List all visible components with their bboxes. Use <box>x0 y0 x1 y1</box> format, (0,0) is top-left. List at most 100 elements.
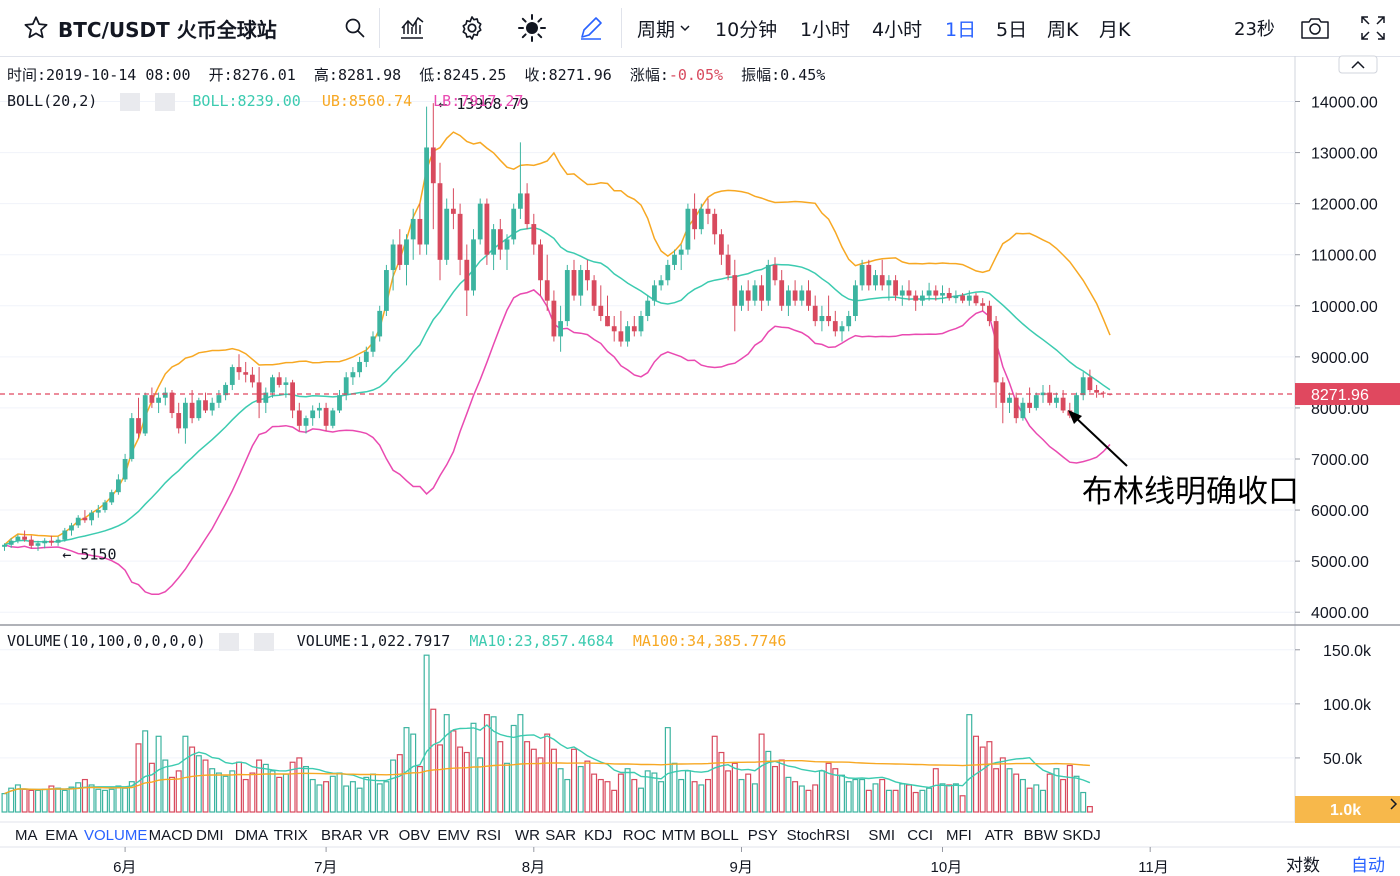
indicator-button-volume[interactable]: VOLUME <box>84 827 147 844</box>
indicator-button-macd[interactable]: MACD <box>149 827 193 844</box>
candle-body <box>779 280 785 306</box>
volume-bar <box>751 783 758 813</box>
candle-body <box>1080 377 1086 396</box>
interval-5d[interactable]: 5日 <box>996 18 1028 41</box>
candle-body <box>310 410 316 419</box>
indicator-button-skdj[interactable]: SKDJ <box>1062 827 1100 844</box>
indicator-settings-icon[interactable] <box>218 632 239 651</box>
volume-bar <box>289 761 296 813</box>
interval-week[interactable]: 周K <box>1047 18 1079 41</box>
volume-bar <box>570 748 577 813</box>
interval-4h[interactable]: 4小时 <box>872 18 923 41</box>
candle-body <box>618 331 624 342</box>
volume-tick-label: 150.0k <box>1323 643 1372 660</box>
fullscreen-icon[interactable] <box>1359 0 1387 56</box>
indicator-button-rsi[interactable]: RSI <box>476 827 501 844</box>
camera-icon[interactable] <box>1299 0 1331 56</box>
chevron-up-icon <box>1351 60 1365 69</box>
candle-body <box>323 407 329 426</box>
volume-bar <box>55 787 62 813</box>
log-scale-button[interactable]: 对数 <box>1286 856 1320 875</box>
indicator-button-dma[interactable]: DMA <box>235 827 268 844</box>
search-icon[interactable] <box>343 0 367 56</box>
indicator-close-icon[interactable] <box>155 92 176 111</box>
indicator-button-kdj[interactable]: KDJ <box>584 827 612 844</box>
indicator-button-vr[interactable]: VR <box>368 827 389 844</box>
low-price-marker: ← 5150 <box>62 545 116 563</box>
candle-body <box>28 539 34 546</box>
volume-bar <box>68 786 75 813</box>
candle-body <box>1013 397 1019 419</box>
indicator-button-obv[interactable]: OBV <box>399 827 431 844</box>
last-price-label: 8271.96 <box>1311 387 1369 404</box>
indicator-button-roc[interactable]: ROC <box>623 827 657 844</box>
draw-pencil-icon[interactable] <box>577 0 605 56</box>
price-tick-label: 13000.00 <box>1311 146 1378 163</box>
period-dropdown[interactable]: 周期 <box>637 0 691 56</box>
volume-bar <box>81 778 88 813</box>
indicator-button-trix[interactable]: TRIX <box>274 827 308 844</box>
indicator-button-sar[interactable]: SAR <box>545 827 576 844</box>
scroll-up-button[interactable] <box>1338 55 1378 74</box>
indicator-button-brar[interactable]: BRAR <box>321 827 363 844</box>
candle-body <box>290 382 295 411</box>
indicator-button-ema[interactable]: EMA <box>45 827 78 844</box>
star-icon[interactable] <box>22 14 50 42</box>
interval-1h[interactable]: 1小时 <box>800 18 851 41</box>
candle-body <box>799 290 805 301</box>
indicator-button-cci[interactable]: CCI <box>907 827 933 844</box>
candle-body <box>1027 402 1032 408</box>
indicator-close-icon[interactable] <box>253 632 274 651</box>
auto-scale-button[interactable]: 自动 <box>1351 856 1385 875</box>
candle-body <box>363 351 369 362</box>
candle-body <box>484 203 490 255</box>
price-tick-label: 4000.00 <box>1311 605 1369 622</box>
volume-bar <box>309 778 316 813</box>
volume-bar <box>859 778 866 813</box>
indicator-button-boll[interactable]: BOLL <box>700 827 738 844</box>
interval-10m[interactable]: 10分钟 <box>715 18 778 41</box>
settings-gear-icon[interactable] <box>458 0 486 56</box>
candle-body <box>410 218 416 240</box>
indicator-button-smi[interactable]: SMI <box>868 827 895 844</box>
candle-body <box>953 295 959 299</box>
candle-body <box>705 208 711 214</box>
volume-bar <box>202 759 209 813</box>
chevron-right-icon[interactable] <box>1390 798 1398 810</box>
volume-bar <box>1073 775 1080 813</box>
volume-bar <box>135 743 142 813</box>
indicator-button-mtm[interactable]: MTM <box>662 827 696 844</box>
symbol-name: BTC/USDT 火币全球站 <box>58 17 277 42</box>
candle-body <box>35 543 41 546</box>
volume-bar <box>771 765 778 813</box>
volume-bar <box>236 761 243 813</box>
indicator-settings-icon[interactable] <box>120 92 141 111</box>
indicator-button-stochrsi[interactable]: StochRSI <box>787 827 850 844</box>
volume-bar <box>115 785 122 813</box>
chart-type-icon[interactable] <box>398 0 426 56</box>
candle-body <box>1007 397 1012 403</box>
indicator-button-psy[interactable]: PSY <box>748 827 778 844</box>
volume-bar <box>832 768 839 813</box>
open-label: 开: <box>208 66 233 84</box>
theme-sun-icon[interactable] <box>517 0 547 56</box>
volume-bar <box>182 735 189 813</box>
interval-month[interactable]: 月K <box>1099 18 1131 41</box>
candle-body <box>631 326 637 332</box>
candle-body <box>665 264 671 281</box>
indicator-button-emv[interactable]: EMV <box>437 827 470 844</box>
volume-bar <box>450 730 457 813</box>
candle-body <box>122 458 128 480</box>
volume-bar <box>885 789 892 813</box>
indicator-button-dmi[interactable]: DMI <box>196 827 224 844</box>
indicator-button-wr[interactable]: WR <box>515 827 540 844</box>
interval-1d[interactable]: 1日 <box>945 18 977 41</box>
indicator-button-bbw[interactable]: BBW <box>1024 827 1059 844</box>
indicator-button-mfi[interactable]: MFI <box>946 827 972 844</box>
symbol-selector[interactable]: BTC/USDT 火币全球站 <box>22 0 277 56</box>
indicator-button-atr[interactable]: ATR <box>985 827 1014 844</box>
volume-bar <box>604 781 611 813</box>
volume-bar <box>256 759 263 813</box>
indicator-button-ma[interactable]: MA <box>15 827 38 844</box>
